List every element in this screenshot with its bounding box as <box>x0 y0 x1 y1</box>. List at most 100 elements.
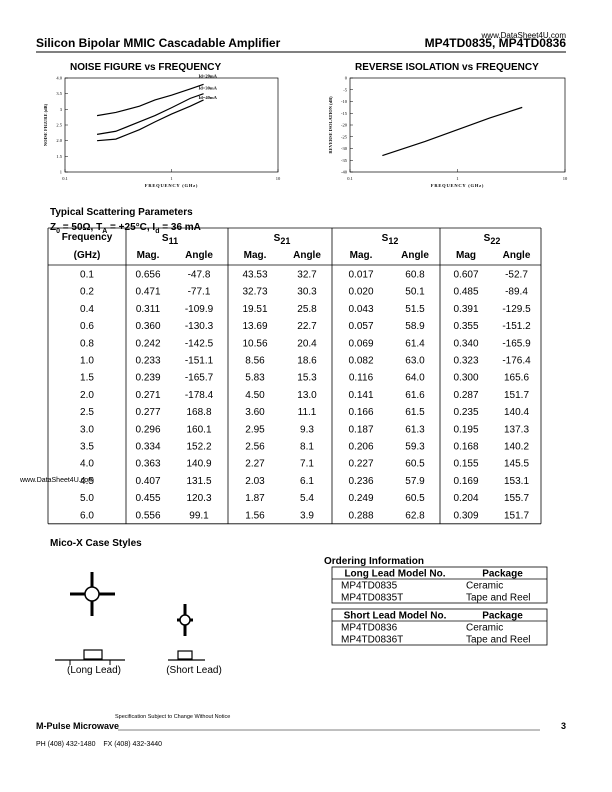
table-cell: 0.363 <box>135 459 160 470</box>
table-cell: 0.556 <box>135 510 160 521</box>
case-label: (Short Lead) <box>166 665 222 676</box>
y-tick-label: -15 <box>341 111 348 116</box>
table-cell: 30.3 <box>297 287 317 298</box>
table-cell: 0.187 <box>348 424 373 435</box>
sub-header: Mag. <box>244 250 267 261</box>
table-cell: 2.5 <box>80 407 94 418</box>
order-frame <box>331 608 548 646</box>
curve <box>96 93 204 135</box>
group-index: 21 <box>280 236 290 246</box>
group-header: S22 <box>484 233 501 246</box>
table-cell: 32.73 <box>242 287 267 298</box>
table-cell: 165.6 <box>504 373 529 384</box>
table-cell: 1.5 <box>80 373 94 384</box>
contact: PH (408) 432-1480 FX (408) 432-3440 <box>36 741 162 748</box>
group-index: 22 <box>490 236 500 246</box>
table-cell: 51.5 <box>405 304 425 315</box>
long-lead-diagram <box>55 572 125 665</box>
table-cell: 43.53 <box>242 270 267 281</box>
chart-title: REVERSE ISOLATION vs FREQUENCY <box>355 62 539 73</box>
table-cell: 0.239 <box>135 373 160 384</box>
table-cell: 15.3 <box>297 373 317 384</box>
table-cell: 61.6 <box>405 390 425 401</box>
curve-label: Id=20mA <box>199 73 218 78</box>
table-cell: 4.0 <box>80 459 94 470</box>
y-tick-label: 4.0 <box>56 76 62 81</box>
table-cell: 25.8 <box>297 304 317 315</box>
table-cell: 0.168 <box>453 442 478 453</box>
y-tick-label: 1.5 <box>56 154 62 159</box>
curve <box>97 99 204 142</box>
y-tick-label: -5 <box>343 87 347 92</box>
table-cell: 1.0 <box>80 356 94 367</box>
table-cell: 0.141 <box>348 390 373 401</box>
table-cell: 0.607 <box>453 270 478 281</box>
table-cell: -142.5 <box>185 338 214 349</box>
order-cell: Ceramic <box>466 581 503 592</box>
table-cell: 60.5 <box>405 493 425 504</box>
table-cell: 0.057 <box>348 321 373 332</box>
model-numbers: MP4TD0835, MP4TD0836 <box>425 36 567 50</box>
y-tick-label: -25 <box>341 134 348 139</box>
table-cell: 0.082 <box>348 356 373 367</box>
table-cell: 0.1 <box>80 270 94 281</box>
table-cell: 131.5 <box>186 476 211 487</box>
table-cell: 0.6 <box>80 321 94 332</box>
table-cell: -109.9 <box>185 304 214 315</box>
table-cell: 0.300 <box>453 373 478 384</box>
case-label: (Long Lead) <box>67 665 121 676</box>
y-axis-label: REVERSE ISOLATION (dB) <box>328 96 333 154</box>
group-symbol: S <box>162 233 169 244</box>
table-cell: 0.236 <box>348 476 373 487</box>
table-cell: 0.017 <box>348 270 373 281</box>
table-cell: 140.4 <box>504 407 529 418</box>
watermark: www.DataSheet4U.com <box>19 477 94 484</box>
table-cell: -47.8 <box>188 270 211 281</box>
table-cell: 60.5 <box>405 459 425 470</box>
group-symbol: S <box>274 233 281 244</box>
table-cell: 0.242 <box>135 338 160 349</box>
table-cell: 0.334 <box>135 442 160 453</box>
plot-frame <box>349 77 566 173</box>
order-cell: MP4TD0836T <box>341 635 403 646</box>
table-cell: 0.287 <box>453 390 478 401</box>
table-cell: 151.7 <box>504 510 529 521</box>
page-number: 3 <box>561 721 566 731</box>
group-header: S11 <box>162 233 178 246</box>
table-cell: 168.8 <box>186 407 211 418</box>
table-cell: 20.4 <box>297 338 317 349</box>
table-cell: 6.0 <box>80 510 94 521</box>
table-cell: 145.5 <box>504 459 529 470</box>
table-title: Typical Scattering Parameters <box>50 207 193 218</box>
y-tick-label: 3 <box>60 107 63 112</box>
y-tick-label: -10 <box>341 99 348 104</box>
notice: Specification Subject to Change Without … <box>115 714 230 720</box>
table-cell: 0.391 <box>453 304 478 315</box>
x-axis-label: FREQUENCY (GHz) <box>431 183 484 188</box>
table-cell: 57.9 <box>405 476 425 487</box>
y-tick-label: 2.0 <box>56 138 62 143</box>
table-cell: 0.455 <box>135 493 160 504</box>
y-tick-label: -30 <box>341 146 348 151</box>
table-cell: 2.0 <box>80 390 94 401</box>
table-cell: -89.4 <box>505 287 528 298</box>
table-header: Frequency <box>62 232 113 243</box>
table-cell: 0.355 <box>453 321 478 332</box>
x-tick-label: 0.1 <box>347 176 353 181</box>
table-cell: 0.360 <box>135 321 160 332</box>
group-header: S12 <box>382 233 399 246</box>
table-cell: 160.1 <box>186 424 211 435</box>
table-cell: 2.56 <box>245 442 265 453</box>
table-cell: 6.1 <box>300 476 314 487</box>
table-cell: 0.249 <box>348 493 373 504</box>
table-cell: 0.043 <box>348 304 373 315</box>
table-cell: -165.9 <box>502 338 531 349</box>
table-cell: 58.9 <box>405 321 425 332</box>
table-header: (GHz) <box>74 250 101 261</box>
y-tick-label: 0 <box>345 76 348 81</box>
table-cell: 61.5 <box>405 407 425 418</box>
table-cell: 1.56 <box>245 510 265 521</box>
table-cell: 0.8 <box>80 338 94 349</box>
